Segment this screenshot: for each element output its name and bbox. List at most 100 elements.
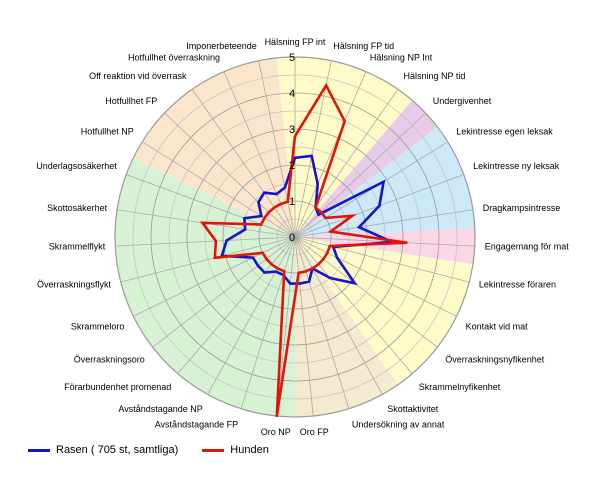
series-0-point-23 bbox=[225, 239, 228, 242]
spoke-13 bbox=[294, 236, 383, 395]
legend-item-dog: Hunden bbox=[202, 444, 269, 456]
series-0-point-28 bbox=[262, 191, 266, 194]
series-0-point-20 bbox=[256, 264, 260, 267]
series-line-0 bbox=[220, 154, 393, 286]
sector-7 bbox=[133, 57, 295, 237]
series-1-point-10 bbox=[326, 251, 329, 255]
spoke-1 bbox=[294, 60, 332, 238]
category-label-14: Undersökning av annat bbox=[352, 419, 445, 429]
spoke-11 bbox=[294, 236, 438, 348]
series-1-point-1 bbox=[324, 84, 328, 87]
category-label-21: Skrammeloro bbox=[71, 322, 125, 332]
series-1-point-2 bbox=[343, 120, 346, 123]
spoke-28 bbox=[191, 89, 296, 238]
series-0-point-7 bbox=[357, 225, 361, 229]
tick-label-1: 1 bbox=[289, 196, 295, 208]
category-label-20: Överraskningsoro bbox=[74, 354, 145, 364]
category-label-3: Hälsning NP tid bbox=[404, 71, 466, 81]
spoke-27 bbox=[164, 112, 296, 238]
sector-3 bbox=[295, 227, 475, 265]
series-1-point-6 bbox=[351, 214, 354, 217]
legend: Rasen ( 705 st, samtliga) Hunden bbox=[28, 444, 293, 456]
spoke-3 bbox=[294, 89, 399, 238]
series-0-point-19 bbox=[263, 271, 266, 274]
series-0-point-27 bbox=[257, 201, 260, 204]
category-label-0: Hälsning FP int bbox=[265, 37, 326, 47]
category-label-25: Underlagsosäkerhet bbox=[36, 161, 117, 171]
series-0-point-30 bbox=[283, 186, 287, 189]
category-label-1: Hälsning FP tid bbox=[333, 41, 394, 51]
category-label-2: Hälsning NP Int bbox=[370, 52, 433, 62]
series-1-point-18 bbox=[276, 267, 279, 270]
series-1-point-19 bbox=[270, 263, 273, 266]
series-1-point-8 bbox=[405, 241, 408, 244]
series-0-point-25 bbox=[243, 217, 246, 220]
category-label-16: Oro NP bbox=[261, 427, 291, 437]
series-0-point-15 bbox=[298, 282, 301, 285]
series-0-point-29 bbox=[275, 192, 278, 196]
series-1-point-30 bbox=[286, 200, 289, 203]
category-label-11: Överraskningsnyfikenhet bbox=[445, 354, 545, 364]
series-0-point-26 bbox=[260, 214, 263, 218]
legend-swatch-breed bbox=[28, 448, 50, 452]
series-0-point-24 bbox=[243, 228, 247, 231]
category-label-24: Skottosäkerhet bbox=[47, 203, 108, 213]
legend-item-breed: Rasen ( 705 st, samtliga) bbox=[28, 444, 178, 456]
series-1-point-15 bbox=[297, 271, 300, 275]
spoke-25 bbox=[126, 174, 296, 238]
series-1-point-16 bbox=[275, 414, 278, 418]
series-1-point-25 bbox=[260, 223, 263, 226]
tick-label-0: 0 bbox=[289, 232, 295, 244]
category-label-29: Hotfullhet överraskning bbox=[128, 52, 220, 62]
category-label-10: Kontakt vid mat bbox=[466, 322, 529, 332]
series-0-point-6 bbox=[378, 204, 381, 207]
spoke-10 bbox=[294, 236, 457, 317]
series-1-point-9 bbox=[328, 244, 332, 248]
radar-grid bbox=[114, 56, 476, 418]
spoke-4 bbox=[294, 112, 426, 238]
legend-label-dog: Hunden bbox=[230, 444, 269, 456]
category-label-12: Skrammelnyfikenhet bbox=[419, 382, 501, 392]
sector-4 bbox=[295, 237, 473, 385]
category-label-28: Off reaktion vid överrask bbox=[89, 71, 187, 81]
spoke-7 bbox=[294, 209, 473, 238]
spoke-21 bbox=[133, 236, 296, 317]
series-0-point-0 bbox=[293, 156, 297, 159]
category-label-13: Skottaktivitet bbox=[387, 404, 439, 414]
spoke-26 bbox=[142, 141, 296, 238]
series-1-point-28 bbox=[273, 206, 276, 209]
series-1-point-21 bbox=[261, 251, 264, 255]
category-label-5: Lekintresse egen leksak bbox=[456, 126, 553, 136]
category-label-22: Överraskningsflykt bbox=[37, 280, 112, 290]
tick-label-2: 2 bbox=[289, 160, 295, 172]
spoke-17 bbox=[240, 236, 296, 409]
series-1-point-29 bbox=[279, 202, 283, 206]
spoke-23 bbox=[115, 236, 296, 247]
tick-label-3: 3 bbox=[289, 124, 295, 136]
category-label-4: Undergivenhet bbox=[433, 96, 492, 106]
spoke-14 bbox=[294, 236, 350, 409]
category-label-15: Oro FP bbox=[300, 427, 329, 437]
series-0-point-21 bbox=[251, 256, 255, 259]
series-1-point-7 bbox=[329, 230, 332, 233]
spoke-15 bbox=[294, 236, 314, 417]
series-1-point-23 bbox=[214, 239, 218, 243]
spoke-30 bbox=[258, 60, 296, 238]
series-0-point-1 bbox=[310, 154, 313, 158]
category-label-9: Lekintresse föraren bbox=[479, 280, 556, 290]
series-0-point-16 bbox=[289, 282, 292, 285]
series-1-point-11 bbox=[322, 257, 325, 261]
spoke-16 bbox=[276, 236, 296, 417]
series-1-point-20 bbox=[265, 257, 268, 261]
category-label-19: Förarbundenhet promenad bbox=[64, 382, 171, 392]
category-label-30: Imponerbeteende bbox=[186, 41, 257, 51]
series-1-point-27 bbox=[267, 210, 271, 214]
sector-6 bbox=[114, 157, 296, 417]
radar-series bbox=[199, 82, 408, 418]
category-label-17: Avståndstagande FP bbox=[155, 419, 238, 429]
series-0-point-18 bbox=[274, 270, 277, 273]
series-1-point-5 bbox=[324, 216, 327, 220]
series-1-point-14 bbox=[304, 270, 307, 273]
sector-5 bbox=[295, 237, 398, 417]
